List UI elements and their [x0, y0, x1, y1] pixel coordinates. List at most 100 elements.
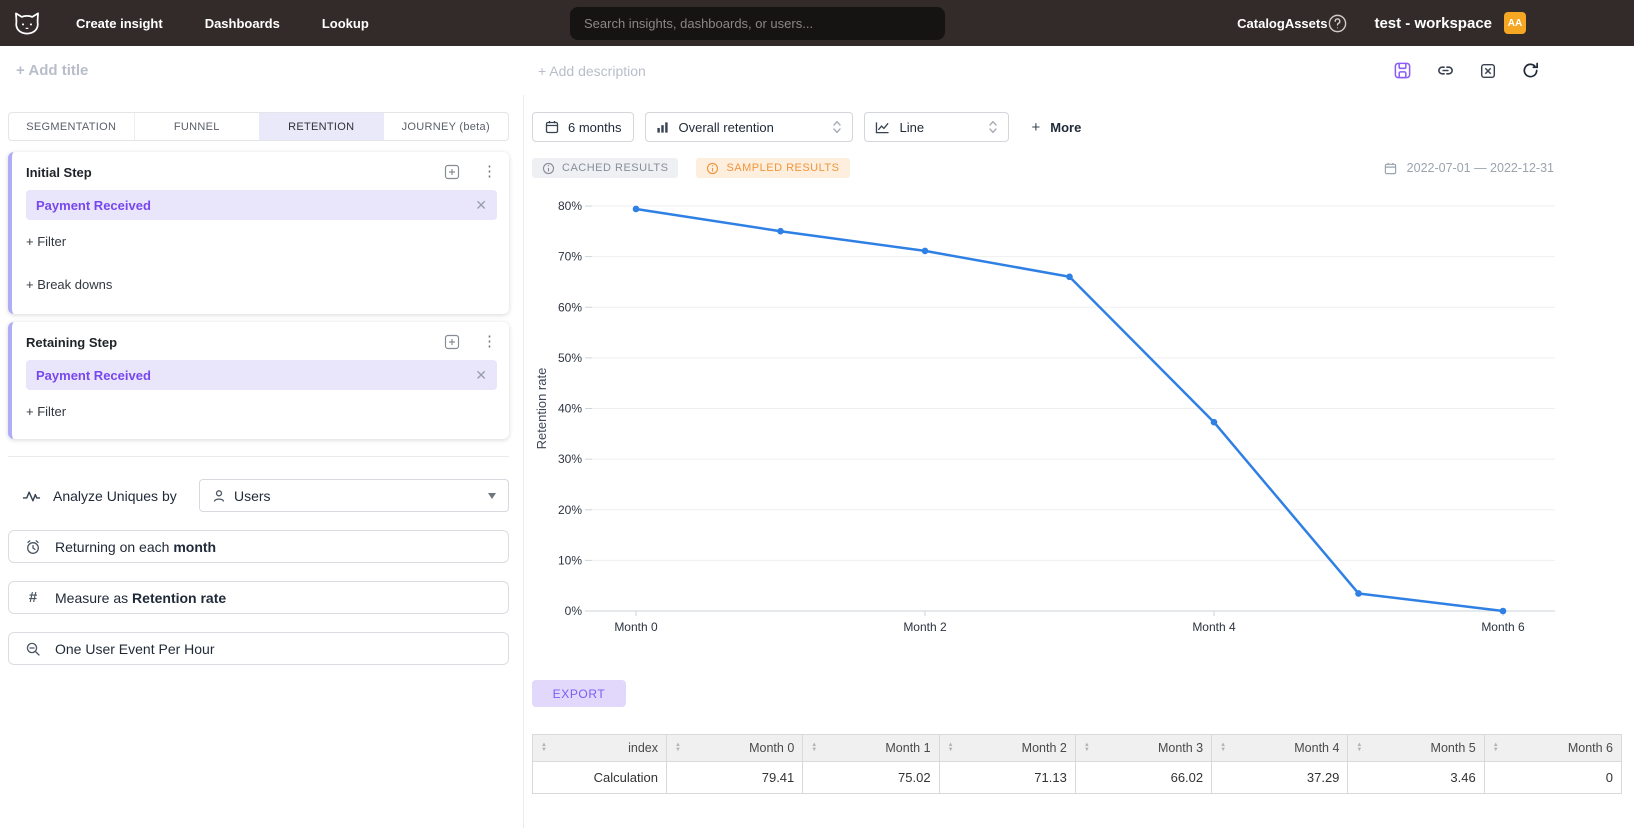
workspace-name[interactable]: test - workspace: [1374, 14, 1492, 32]
step-menu-icon[interactable]: ⋮: [482, 163, 497, 180]
data-point: [1499, 607, 1507, 615]
table-cell: 0: [1605, 770, 1613, 785]
returning-interval-value: month: [173, 538, 217, 555]
title-bar: + Add title + Add description: [0, 46, 1634, 95]
y-tick-label: 50%: [558, 351, 582, 365]
tab-retention[interactable]: RETENTION: [259, 113, 384, 140]
add-description-button[interactable]: + Add description: [538, 62, 646, 79]
y-axis-title: Retention rate: [534, 368, 549, 450]
link-icon[interactable]: [1436, 61, 1455, 80]
more-label: More: [1050, 119, 1082, 135]
remove-event-icon[interactable]: ✕: [475, 196, 487, 213]
sort-icon[interactable]: ▲ ▼: [1083, 742, 1090, 753]
results-table-header-row: ▲ ▼ index ▲ ▼ Month 0 ▲ ▼ Month 1 ▲ ▼ Month 2 ▲ ▼ Mont…: [533, 735, 1621, 762]
more-button[interactable]: + More: [1031, 119, 1081, 136]
add-title-button[interactable]: + Add title: [16, 62, 89, 79]
sort-icon[interactable]: ▲ ▼: [1220, 742, 1227, 753]
measure-as-row[interactable]: # Measure as Retention rate: [8, 581, 509, 614]
table-cell: 71.13: [940, 762, 1076, 793]
close-box-icon[interactable]: [1479, 62, 1497, 80]
plus-icon: +: [1031, 118, 1041, 136]
tab-journey[interactable]: JOURNEY (beta): [401, 120, 490, 133]
sort-icon[interactable]: ▲ ▼: [1356, 742, 1363, 753]
column-label: Month 2: [1021, 741, 1067, 755]
table-cell: Calculation: [533, 762, 667, 793]
nav-right-group: Catalog Assets test - workspace AA: [1237, 0, 1634, 46]
one-event-per-hour-row[interactable]: One User Event Per Hour: [8, 632, 509, 665]
date-range-button[interactable]: 6 months: [532, 112, 635, 142]
query-builder-panel: SEGMENTATION FUNNEL RETENTION JOURNEY (b…: [0, 95, 524, 828]
content-area: SEGMENTATION FUNNEL RETENTION JOURNEY (b…: [0, 95, 1634, 828]
returning-prefix: Returning on each: [55, 538, 174, 555]
sort-icon[interactable]: ▲ ▼: [675, 742, 681, 753]
y-tick-label: 20%: [558, 503, 582, 517]
returning-interval-row[interactable]: Returning on each month: [8, 530, 509, 563]
nav-assets[interactable]: Assets: [1284, 15, 1328, 31]
nav-catalog[interactable]: Catalog: [1237, 15, 1285, 31]
save-icon[interactable]: [1393, 61, 1412, 80]
sampled-results-badge[interactable]: SAMPLED RESULTS: [696, 158, 850, 178]
initial-step-card: Initial Step ⋮ Payment Received ✕ + Filt…: [8, 152, 509, 314]
column-header-month-1[interactable]: ▲ ▼ Month 1: [803, 735, 940, 761]
table-cell: 37.29: [1212, 762, 1349, 793]
add-step-icon[interactable]: [444, 164, 460, 180]
column-header-month-0[interactable]: ▲ ▼ Month 0: [667, 735, 804, 761]
column-header-month-5[interactable]: ▲ ▼ Month 5: [1348, 735, 1485, 761]
bar-chart-icon: [656, 121, 669, 134]
add-breakdown-button[interactable]: + Break downs: [26, 277, 113, 292]
chart-type-select[interactable]: Line: [864, 112, 1010, 142]
select-arrows-icon: [988, 119, 998, 135]
column-header-index[interactable]: ▲ ▼ index: [533, 735, 667, 761]
sort-icon[interactable]: ▲ ▼: [811, 742, 818, 753]
date-range-display: 2022-07-01 — 2022-12-31: [1384, 161, 1554, 175]
top-nav: Create insight Dashboards Lookup Catalog…: [0, 0, 1634, 46]
measure-value: Retention rate: [132, 589, 227, 606]
search-input[interactable]: [570, 7, 945, 40]
app-logo-cat-icon[interactable]: [12, 10, 42, 37]
data-point: [1066, 273, 1073, 281]
user-avatar[interactable]: AA: [1504, 12, 1526, 34]
nav-dashboards[interactable]: Dashboards: [204, 15, 280, 31]
initial-step-event[interactable]: Payment Received ✕: [26, 190, 497, 220]
column-header-month-6[interactable]: ▲ ▼ Month 6: [1485, 735, 1621, 761]
data-point: [1355, 590, 1362, 597]
help-icon[interactable]: [1327, 13, 1348, 34]
add-step-icon[interactable]: [444, 334, 460, 350]
x-tick-label: Month 6: [1481, 620, 1525, 634]
add-filter-button[interactable]: + Filter: [26, 404, 67, 419]
analyze-uniques-label: Analyze Uniques by: [53, 487, 177, 504]
sort-icon[interactable]: ▲ ▼: [1492, 742, 1499, 753]
retention-type-select[interactable]: Overall retention: [645, 112, 854, 142]
calendar-icon: [1384, 162, 1397, 175]
tab-segmentation[interactable]: SEGMENTATION: [26, 120, 117, 133]
tab-funnel[interactable]: FUNNEL: [133, 113, 260, 140]
add-filter-button[interactable]: + Filter: [26, 234, 67, 249]
analyze-entity-dropdown[interactable]: Users: [199, 479, 509, 512]
retaining-step-event[interactable]: Payment Received ✕: [26, 360, 497, 390]
cached-results-badge[interactable]: CACHED RESULTS: [532, 158, 679, 178]
export-button[interactable]: EXPORT: [532, 680, 626, 707]
column-header-month-3[interactable]: ▲ ▼ Month 3: [1076, 735, 1213, 761]
column-label: Month 5: [1430, 741, 1476, 755]
x-tick-label: Month 0: [614, 620, 658, 634]
sort-icon[interactable]: ▲ ▼: [541, 742, 547, 753]
column-header-month-4[interactable]: ▲ ▼ Month 4: [1212, 735, 1349, 761]
column-label: Month 6: [1567, 741, 1613, 755]
column-header-month-2[interactable]: ▲ ▼ Month 2: [940, 735, 1076, 761]
sort-icon[interactable]: ▲ ▼: [947, 742, 954, 753]
retention-chart[interactable]: 0% 10% 20% 30% 40% 50% 60% 70% 80% Month 0 Month 2…: [532, 185, 1633, 645]
column-label: Month 1: [885, 741, 931, 755]
status-row: CACHED RESULTS SAMPLED RESULTS 2022-07-0…: [532, 158, 1634, 178]
remove-event-icon[interactable]: ✕: [475, 366, 487, 383]
table-cell: 66.02: [1076, 762, 1213, 793]
step-menu-icon[interactable]: ⋮: [482, 333, 497, 350]
refresh-icon[interactable]: [1521, 61, 1540, 80]
line-chart-icon: [875, 121, 890, 134]
nav-create-insight[interactable]: Create insight: [76, 15, 163, 31]
nav-lookup[interactable]: Lookup: [321, 15, 369, 31]
column-label: index: [628, 741, 658, 755]
report-tabs: SEGMENTATION FUNNEL RETENTION JOURNEY (b…: [8, 112, 509, 141]
data-point: [632, 205, 640, 213]
column-label: Month 3: [1157, 741, 1204, 755]
analyze-uniques-row: Analyze Uniques by Users: [8, 479, 509, 512]
